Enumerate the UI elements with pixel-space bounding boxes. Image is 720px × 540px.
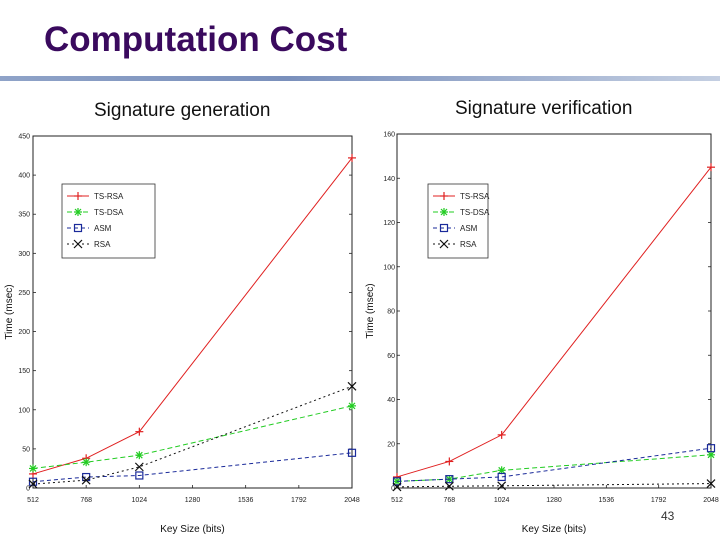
chart2-series-rsa-line [396,483,712,488]
chart1-ytick-label: 0 [26,486,30,493]
chart2-series-ts-rsa-line [396,166,712,478]
chart2-series-ts-rsa-point [445,457,454,466]
chart1-ytick-label: 300 [18,251,30,258]
chart2-xtick-label: 1792 [651,497,667,504]
chart2-legend-marker [439,239,449,249]
chart1-series-ts-rsa-point [348,153,356,162]
chart1-series-asm-line [32,452,353,483]
chart1-legend-label: TS-RSA [94,192,124,201]
page-number: 43 [661,509,675,523]
chart1-ytick-label: 250 [18,290,30,297]
chart1-series-asm-point [347,448,357,457]
chart1-series-rsa-point [28,479,38,489]
chart-title-verification: Signature verification [455,98,633,119]
chart1-xtick-label: 1536 [238,497,254,504]
chart2-legend-label: TS-DSA [460,208,490,217]
chart1-xtick-label: 2048 [344,497,360,504]
chart1-xlabel: Key Size (bits) [160,524,224,535]
chart1-ylabel: Time (msec) [4,284,15,339]
chart1-legend-marker [73,239,83,249]
chart2-legend-label: TS-RSA [460,192,490,201]
chart1-series-ts-rsa-point [135,427,144,436]
chart2-ytick-label: 60 [387,353,395,360]
chart2-ytick-label: 40 [387,397,395,404]
chart1-legend-marker [74,208,82,216]
chart2-ytick-label: 0 [391,486,395,493]
chart2-xlabel: Key Size (bits) [522,524,586,535]
chart2-legend-marker [439,223,449,233]
chart2-xtick-label: 1280 [546,497,562,504]
chart1-legend-marker [73,223,83,233]
chart2-legend-marker [440,208,448,216]
chart2-xtick-label: 1536 [599,497,615,504]
chart1-ytick-label: 450 [18,134,30,141]
chart2-ytick-label: 160 [383,132,395,139]
chart1-series-asm-point [135,471,144,480]
title-divider [0,76,720,81]
chart2-legend-label: ASM [460,224,478,233]
chart1-series-rsa-point [347,381,357,391]
chart1-ytick-label: 50 [22,446,30,453]
chart2-series-ts-rsa-point [497,430,506,439]
chart1-legend-marker [74,192,82,200]
chart2-series-asm-point [497,472,506,482]
chart1-ytick-label: 100 [18,407,30,414]
chart1-ytick-label: 350 [18,212,30,219]
chart1-ytick-label: 150 [18,368,30,375]
chart1-xtick-label: 1280 [185,497,201,504]
chart2-series-asm-point [706,444,716,453]
chart-title-generation: Signature generation [94,100,271,121]
chart2-series-ts-rsa-point [707,163,715,172]
chart2-ylabel: Time (msec) [365,283,376,338]
chart2-xtick-label: 2048 [703,497,719,504]
chart2-ytick-label: 140 [383,176,395,183]
chart1-series-ts-rsa-line [32,157,353,475]
chart1-xtick-label: 1792 [291,497,307,504]
chart2-ytick-label: 80 [387,309,395,316]
chart1-series-ts-dsa-point [29,464,37,473]
chart2-series-asm-point [392,477,402,486]
chart2-xtick-label: 512 [391,497,403,504]
chart2-ytick-label: 100 [383,264,395,271]
slide-title: Computation Cost [44,20,348,59]
chart1-xtick-label: 1024 [132,497,148,504]
chart1-legend-label: ASM [94,224,112,233]
chart1-xtick-label: 768 [80,497,92,504]
chart1-series-rsa-point [81,475,91,485]
chart2-series-rsa-point [497,481,507,491]
chart2-series-ts-dsa-point [707,450,715,459]
chart1-series-ts-dsa-line [32,405,353,469]
chart2-legend-label: RSA [460,240,477,249]
chart1-series-ts-dsa-point [348,401,356,410]
chart1-series-rsa-point [134,462,144,472]
chart2-series-asm-line [396,447,712,482]
chart1-legend-label: RSA [94,240,111,249]
chart2-series-rsa-point [392,482,402,492]
chart1-series-ts-dsa-point [82,458,91,467]
chart2-xtick-label: 768 [443,497,455,504]
chart2-series-rsa-point [706,479,716,488]
chart1-xtick-label: 512 [27,497,39,504]
chart1-ytick-label: 200 [18,329,30,336]
chart1-ytick-label: 400 [18,173,30,180]
chart2-series-asm-point [445,475,454,484]
chart2-ytick-label: 120 [383,220,395,227]
chart1-series-asm-point [28,477,38,486]
chart2-xtick-label: 1024 [494,497,510,504]
chart2-ytick-label: 20 [387,441,395,448]
chart1-series-rsa-line [32,385,353,485]
chart1-series-ts-dsa-point [135,451,144,460]
chart1-legend-label: TS-DSA [94,208,124,217]
chart2-series-rsa-point [444,481,454,491]
chart2-legend-marker [440,192,448,200]
